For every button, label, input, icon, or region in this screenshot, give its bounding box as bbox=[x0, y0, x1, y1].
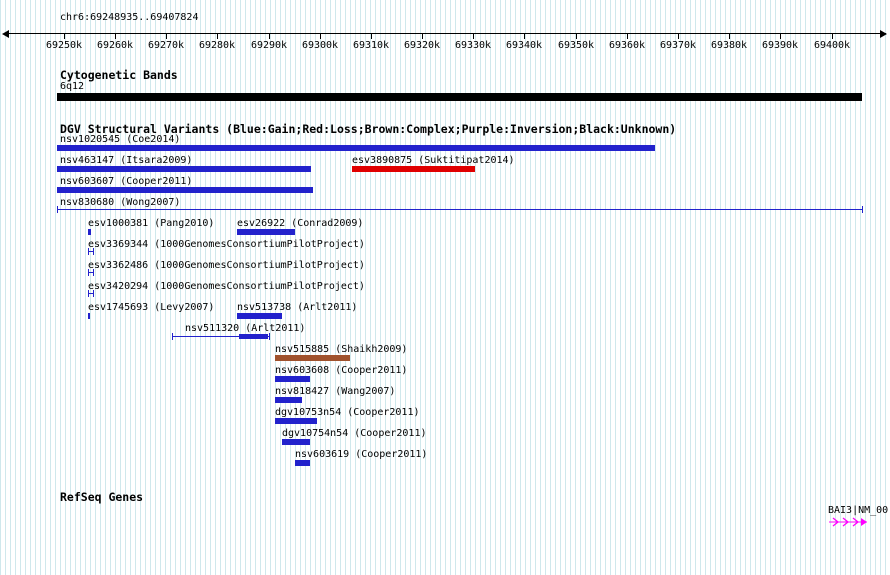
ruler-tick-label: 69290k bbox=[250, 40, 288, 51]
feature-bar[interactable] bbox=[57, 206, 863, 213]
ruler-tick-mark bbox=[473, 33, 474, 39]
feature-label[interactable]: nsv603608 (Cooper2011) bbox=[275, 365, 408, 376]
feature-span-line bbox=[89, 251, 93, 252]
ruler-tick-label: 69360k bbox=[608, 40, 646, 51]
feature-label[interactable]: dgv10754n54 (Cooper2011) bbox=[282, 428, 427, 439]
feature-bar[interactable] bbox=[282, 439, 310, 445]
feature-bar[interactable] bbox=[275, 376, 310, 382]
feature-bar[interactable] bbox=[239, 334, 268, 339]
ruler-tick-mark bbox=[422, 33, 423, 39]
feature-bar[interactable] bbox=[352, 166, 475, 172]
ruler-tick-label: 69380k bbox=[710, 40, 748, 51]
ruler-tick-label: 69340k bbox=[505, 40, 543, 51]
ruler-tick-label: 69280k bbox=[198, 40, 236, 51]
feature-bar[interactable] bbox=[172, 333, 270, 340]
ruler-tick-label: 69390k bbox=[761, 40, 799, 51]
feature-bar[interactable] bbox=[57, 145, 655, 151]
feature-label[interactable]: nsv603619 (Cooper2011) bbox=[295, 449, 428, 460]
feature-label[interactable]: nsv513738 (Arlt2011) bbox=[237, 302, 358, 313]
feature-label[interactable]: nsv511320 (Arlt2011) bbox=[185, 323, 306, 334]
cytogenetic-bands-title: Cytogenetic Bands bbox=[60, 68, 178, 82]
region-coordinates: chr6:69248935..69407824 bbox=[60, 12, 199, 23]
ruler-tick-mark bbox=[576, 33, 577, 39]
refseq-gene-label[interactable]: BAI3|NM_00 bbox=[828, 505, 889, 516]
refseq-genes-title: RefSeq Genes bbox=[60, 490, 144, 504]
ruler-tick-mark bbox=[269, 33, 270, 39]
feature-span-line bbox=[89, 272, 93, 273]
feature-bar[interactable] bbox=[88, 269, 94, 276]
ruler-tick-mark bbox=[627, 33, 628, 39]
feature-bar[interactable] bbox=[237, 229, 295, 235]
feature-label[interactable]: nsv830680 (Wong2007) bbox=[60, 197, 181, 208]
feature-bar[interactable] bbox=[88, 248, 94, 255]
ruler-right-arrow-icon[interactable] bbox=[880, 30, 887, 38]
ruler-tick-mark bbox=[115, 33, 116, 39]
dgv-track-title: DGV Structural Variants (Blue:Gain;Red:L… bbox=[60, 122, 677, 136]
feature-label[interactable]: nsv1020545 (Coe2014) bbox=[60, 134, 181, 145]
feature-label[interactable]: nsv818427 (Wang2007) bbox=[275, 386, 396, 397]
feature-label[interactable]: nsv603607 (Cooper2011) bbox=[60, 176, 193, 187]
ruler-tick-mark bbox=[729, 33, 730, 39]
ruler-tick-label: 69270k bbox=[147, 40, 185, 51]
feature-bar[interactable] bbox=[57, 166, 311, 172]
ruler-tick-mark bbox=[371, 33, 372, 39]
feature-span-line bbox=[89, 293, 93, 294]
ruler-tick-label: 69260k bbox=[96, 40, 134, 51]
feature-label[interactable]: esv3890875 (Suktitipat2014) bbox=[352, 155, 515, 166]
feature-bar[interactable] bbox=[295, 460, 310, 466]
feature-label[interactable]: esv1745693 (Levy2007) bbox=[88, 302, 215, 313]
feature-span-line bbox=[58, 209, 862, 210]
ruler-tick-label: 69300k bbox=[301, 40, 339, 51]
feature-bar[interactable] bbox=[275, 418, 317, 424]
feature-label[interactable]: nsv463147 (Itsara2009) bbox=[60, 155, 193, 166]
ruler-tick-label: 69400k bbox=[813, 40, 851, 51]
feature-label[interactable]: esv3420294 (1000GenomesConsortiumPilotPr… bbox=[88, 281, 365, 292]
ruler-tick-label: 69350k bbox=[557, 40, 595, 51]
feature-bar[interactable] bbox=[88, 229, 91, 235]
refseq-gene-glyph[interactable] bbox=[829, 516, 869, 528]
ruler-tick-mark bbox=[320, 33, 321, 39]
feature-label[interactable]: nsv515885 (Shaikh2009) bbox=[275, 344, 408, 355]
feature-bar[interactable] bbox=[88, 290, 94, 297]
ruler-line bbox=[4, 33, 886, 34]
ruler-tick-mark bbox=[166, 33, 167, 39]
ruler-tick-label: 69310k bbox=[352, 40, 390, 51]
ruler-tick-label: 69250k bbox=[45, 40, 83, 51]
ruler-tick-mark bbox=[832, 33, 833, 39]
ruler-tick-label: 69320k bbox=[403, 40, 441, 51]
ruler-tick-mark bbox=[524, 33, 525, 39]
ruler-tick-mark bbox=[64, 33, 65, 39]
ruler-tick-label: 69330k bbox=[454, 40, 492, 51]
feature-label[interactable]: esv26922 (Conrad2009) bbox=[237, 218, 364, 229]
ruler-tick-label: 69370k bbox=[659, 40, 697, 51]
feature-label[interactable]: esv3362486 (1000GenomesConsortiumPilotPr… bbox=[88, 260, 365, 271]
feature-label[interactable]: esv1000381 (Pang2010) bbox=[88, 218, 215, 229]
feature-bar[interactable] bbox=[88, 313, 90, 319]
cytoband-label: 6q12 bbox=[60, 81, 85, 92]
feature-bar[interactable] bbox=[275, 397, 302, 403]
feature-label[interactable]: dgv10753n54 (Cooper2011) bbox=[275, 407, 420, 418]
ruler-tick-mark bbox=[678, 33, 679, 39]
cytoband-bar[interactable] bbox=[57, 93, 862, 101]
feature-bar[interactable] bbox=[275, 355, 350, 361]
feature-bar[interactable] bbox=[57, 187, 313, 193]
feature-bar[interactable] bbox=[237, 313, 282, 319]
ruler-tick-mark bbox=[217, 33, 218, 39]
feature-span-line bbox=[173, 336, 269, 337]
feature-label[interactable]: esv3369344 (1000GenomesConsortiumPilotPr… bbox=[88, 239, 365, 250]
ruler-tick-mark bbox=[780, 33, 781, 39]
ruler-left-arrow-icon[interactable] bbox=[2, 30, 9, 38]
